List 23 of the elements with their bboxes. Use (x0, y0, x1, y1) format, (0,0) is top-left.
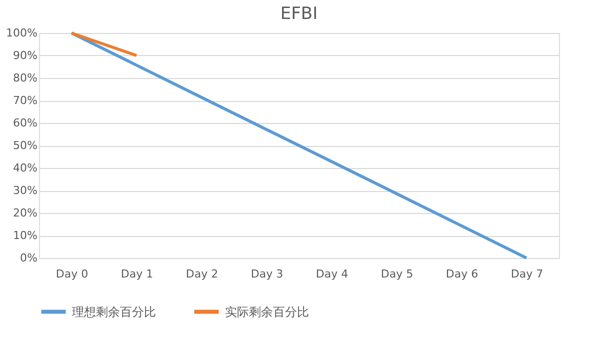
x-tick-label: Day 4 (316, 268, 348, 280)
y-tick-label: 90% (13, 49, 38, 62)
line-series (70, 32, 528, 260)
y-tick-label: 20% (13, 206, 38, 220)
x-tick-label: Day 0 (56, 268, 88, 280)
y-tick-label: 100% (6, 26, 38, 40)
x-tick-label: Day 3 (250, 268, 284, 280)
legend-label: 实际剩余百分比 (225, 304, 309, 319)
y-tick-label: 60% (13, 116, 38, 130)
y-tick-label: 0% (20, 252, 38, 264)
y-tick-label: 50% (13, 139, 38, 152)
x-tick-label: Day 2 (186, 268, 218, 280)
legend-label: 理想剩余百分比 (72, 304, 156, 319)
y-tick-label: 80% (13, 72, 38, 84)
y-tick-label: 70% (13, 94, 38, 107)
y-tick-label: 10% (13, 229, 38, 242)
x-tick-label: Day 6 (446, 268, 478, 280)
chart-title: EFBI (280, 4, 318, 24)
x-tick-label: Day 1 (120, 268, 154, 280)
x-tick-label: Day 5 (380, 268, 414, 280)
y-tick-label: 30% (13, 184, 38, 197)
x-tick-label: Day 7 (510, 268, 544, 280)
y-tick-label: 40% (13, 162, 38, 174)
